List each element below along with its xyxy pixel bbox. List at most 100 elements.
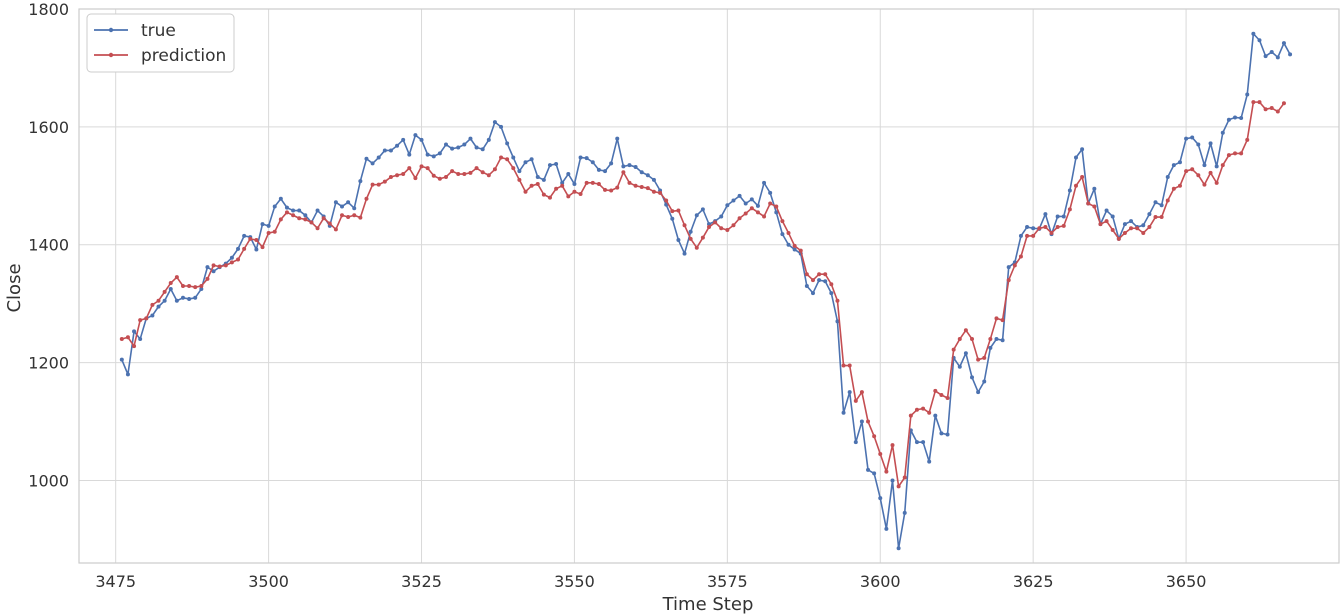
data-point [535, 182, 540, 187]
data-point [480, 170, 485, 175]
data-point [1165, 198, 1170, 203]
data-point [156, 298, 161, 303]
data-point [138, 337, 143, 342]
data-point [456, 172, 461, 177]
data-point [1177, 183, 1182, 188]
data-point [1006, 278, 1011, 283]
x-tick-label: 3625 [1013, 572, 1054, 591]
data-point [468, 170, 473, 175]
data-point [205, 276, 210, 281]
data-point [499, 124, 504, 129]
x-tick-label: 3525 [401, 572, 442, 591]
data-point [676, 238, 681, 243]
x-axis-label: Time Step [662, 594, 754, 615]
series-prediction [119, 100, 1286, 489]
data-point [474, 166, 479, 171]
data-point [346, 200, 351, 205]
data-point [529, 157, 534, 162]
data-point [957, 337, 962, 342]
data-point [1239, 151, 1244, 156]
data-point [425, 166, 430, 171]
data-point [346, 215, 351, 220]
data-point [853, 398, 858, 403]
data-point [725, 228, 730, 233]
plot-area-border [78, 8, 1340, 564]
data-point [914, 407, 919, 412]
data-point [260, 245, 265, 250]
data-point [829, 291, 834, 296]
data-point [1275, 109, 1280, 114]
data-point [1080, 174, 1085, 179]
data-point [511, 155, 516, 160]
data-point [505, 141, 510, 146]
data-point [994, 337, 999, 342]
data-point [297, 208, 302, 213]
data-point [688, 236, 693, 241]
data-point [792, 243, 797, 248]
data-point [1202, 182, 1207, 187]
data-point [1049, 230, 1054, 235]
data-point [180, 295, 185, 300]
data-point [829, 282, 834, 287]
data-point [364, 196, 369, 201]
data-point [878, 451, 883, 456]
data-point [254, 238, 259, 243]
data-point [713, 220, 718, 225]
data-point [755, 203, 760, 208]
data-point [168, 286, 173, 291]
data-point [278, 217, 283, 222]
data-point [401, 137, 406, 142]
data-point [700, 207, 705, 212]
data-point [395, 143, 400, 148]
data-point [291, 208, 296, 213]
data-point [896, 484, 901, 489]
data-point [388, 174, 393, 179]
x-tick-label: 3575 [707, 572, 748, 591]
data-point [1061, 214, 1066, 219]
data-point [229, 255, 234, 260]
data-point [1025, 233, 1030, 238]
data-point [908, 413, 913, 418]
data-point [651, 177, 656, 182]
data-point [939, 431, 944, 436]
data-point [284, 205, 289, 210]
data-point [596, 167, 601, 172]
data-point [376, 182, 381, 187]
data-point [670, 216, 675, 221]
data-point [1153, 215, 1158, 220]
data-point [1184, 169, 1189, 174]
data-point [499, 155, 504, 160]
data-point [804, 284, 809, 288]
data-point [1233, 151, 1238, 156]
data-point [933, 413, 938, 418]
data-point [1000, 318, 1005, 323]
data-point [162, 298, 167, 303]
data-point [486, 137, 491, 142]
data-point [933, 388, 938, 393]
data-point [596, 182, 601, 187]
data-point [633, 164, 638, 169]
data-point [970, 337, 975, 342]
data-point [872, 434, 877, 439]
data-point [804, 272, 809, 277]
data-point [1018, 233, 1023, 238]
data-point [119, 357, 124, 362]
data-point [1190, 135, 1195, 140]
data-point [125, 372, 130, 377]
data-point [584, 156, 589, 161]
data-point [590, 180, 595, 185]
data-point [866, 467, 871, 472]
data-point [1018, 254, 1023, 259]
data-point [199, 286, 204, 291]
data-point [1055, 214, 1060, 219]
data-point [333, 227, 338, 232]
data-point [443, 174, 448, 179]
data-point [841, 410, 846, 415]
data-point [236, 246, 241, 251]
data-point [1122, 230, 1127, 235]
data-point [272, 204, 277, 209]
data-point [1147, 225, 1152, 230]
data-point [260, 222, 265, 227]
data-point [505, 157, 510, 162]
data-point [315, 226, 320, 231]
